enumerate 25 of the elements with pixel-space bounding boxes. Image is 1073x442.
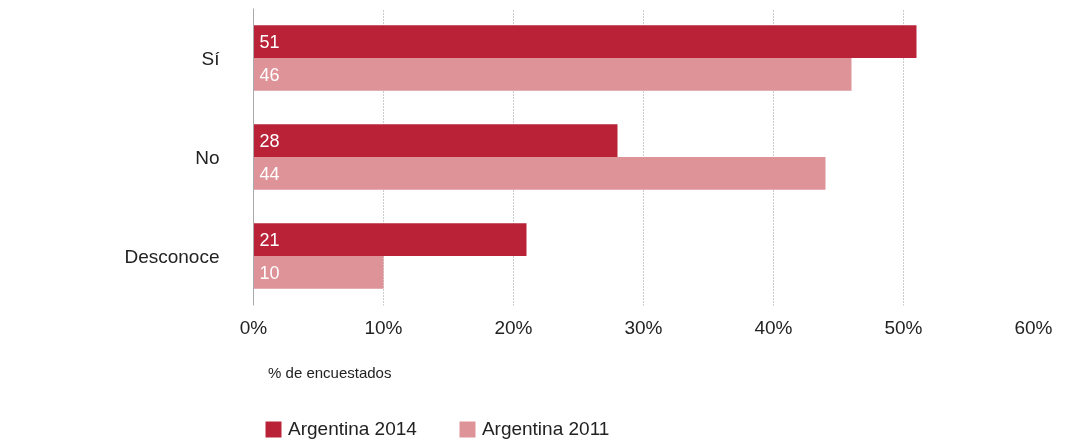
data-label: 21 [259,230,280,251]
bar [253,124,618,157]
x-tick-label: 50% [884,316,923,338]
x-tick-label: 10% [364,316,403,338]
data-label: 10 [259,262,280,283]
bar [253,25,917,58]
y-tick-label: Desconoce [124,245,220,267]
x-tick-label: 0% [239,316,268,338]
y-tick-label: No [195,146,220,168]
y-tick-label: Sí [201,47,221,69]
text: % de encuestados [268,363,392,381]
data-label: 51 [259,32,280,53]
data-label: 28 [259,131,280,152]
data-label: 44 [259,163,280,184]
x-tick-label: 40% [754,316,793,338]
legend-label: Argentina 2011 [481,418,610,440]
bar [253,58,852,91]
data-label: 46 [259,64,280,85]
bar [253,256,384,289]
legend-label: Argentina 2014 [288,418,417,440]
x-tick-label: 60% [1014,316,1053,338]
x-tick-label: 20% [494,316,533,338]
bar [253,157,826,190]
bar [253,223,527,256]
x-tick-label: 30% [624,316,663,338]
